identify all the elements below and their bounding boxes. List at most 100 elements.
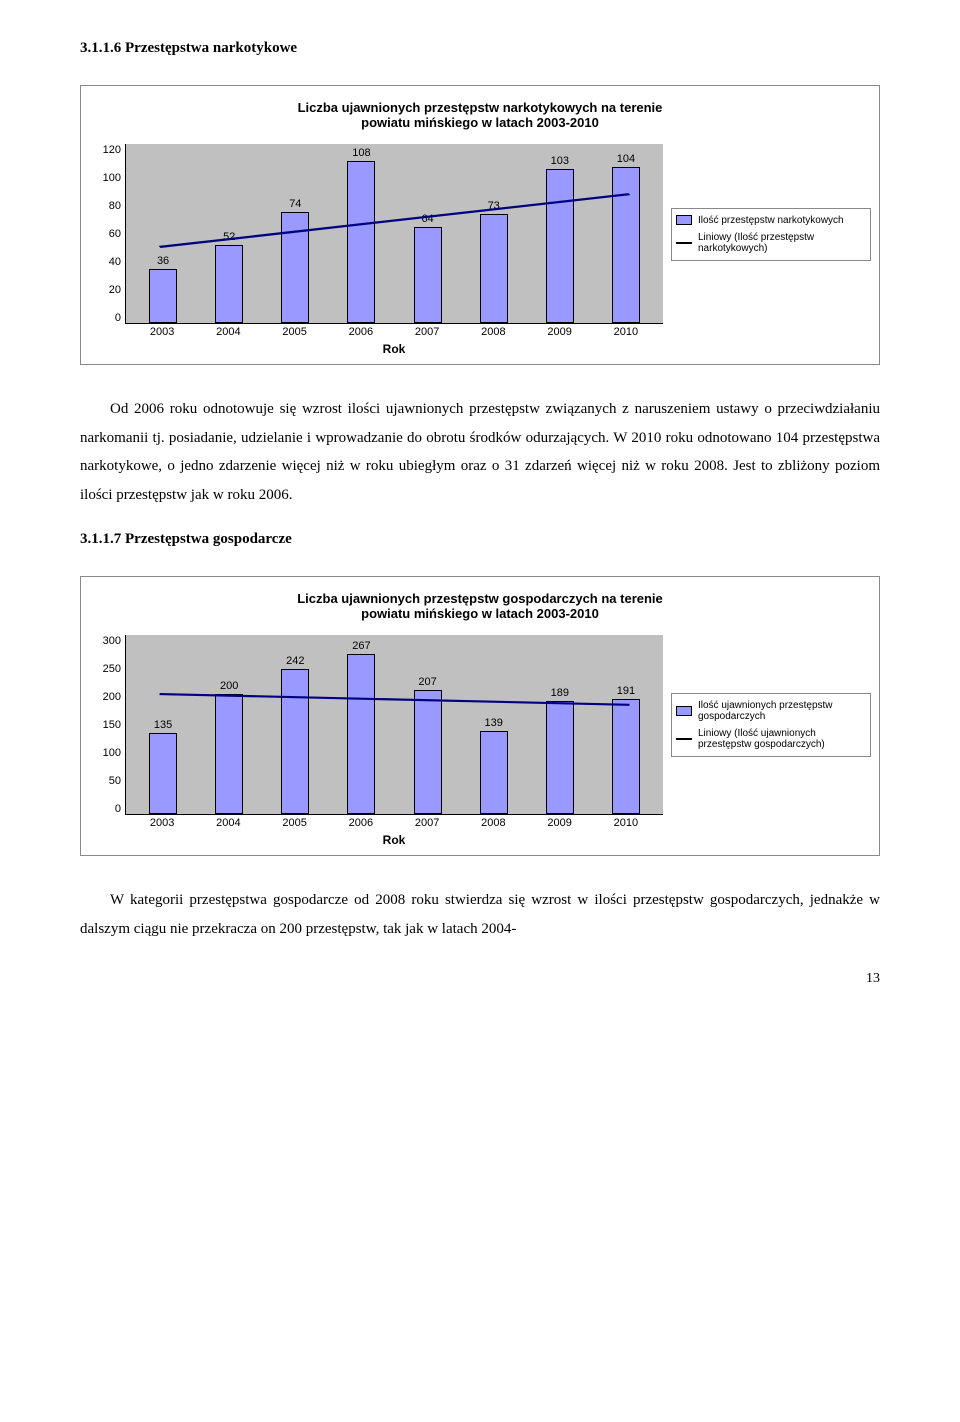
chart1-bar-value: 64 (421, 213, 433, 225)
chart1-title-line2: powiatu mińskiego w latach 2003-2010 (89, 115, 871, 130)
chart2-bar-value: 242 (286, 655, 304, 667)
chart1-plot: 36 52 74 108 64 73 103 104 (125, 144, 663, 324)
chart1-y-axis: 120 100 80 60 40 20 0 (89, 144, 125, 324)
chart2-x-axis: 20032004200520062007200820092010 (125, 815, 663, 829)
chart2-x-label: Rok (125, 833, 663, 847)
chart1-legend-swatch (676, 215, 692, 225)
chart1-ytick: 40 (109, 256, 121, 268)
chart2-ytick: 50 (109, 775, 121, 787)
chart2-legend-line (676, 738, 692, 740)
chart2-legend-series: Ilość ujawnionych przestępstw gospodarcz… (698, 700, 866, 722)
chart1-bar-value: 52 (223, 231, 235, 243)
chart1-bar-group: 108 (328, 147, 394, 323)
chart2-bar (480, 731, 508, 814)
chart2-xtick: 2010 (593, 817, 659, 829)
chart2-bar-group: 207 (395, 676, 461, 814)
chart2-y-axis: 300250200150100500 (89, 635, 125, 815)
page-number: 13 (80, 971, 880, 987)
chart1-xtick: 2007 (394, 326, 460, 338)
chart1-bar-value: 73 (488, 200, 500, 212)
chart2-ytick: 300 (103, 635, 121, 647)
chart2-ytick: 250 (103, 663, 121, 675)
chart1-bar-group: 103 (527, 155, 593, 324)
chart1-bar (546, 169, 574, 324)
chart1-xtick: 2003 (129, 326, 195, 338)
chart1-x-label: Rok (125, 342, 663, 356)
chart2-xtick: 2003 (129, 817, 195, 829)
chart2-title: Liczba ujawnionych przestępstw gospodarc… (89, 591, 871, 621)
chart1-bar (414, 227, 442, 323)
chart2-bar (347, 654, 375, 814)
chart1-title-line1: Liczba ujawnionych przestępstw narkotyko… (298, 100, 663, 115)
chart2-xtick: 2007 (394, 817, 460, 829)
chart1-title: Liczba ujawnionych przestępstw narkotyko… (89, 100, 871, 130)
section-heading-2: 3.1.1.7 Przestępstwa gospodarcze (80, 531, 880, 548)
chart1-xtick: 2010 (593, 326, 659, 338)
chart1-ytick: 0 (115, 312, 121, 324)
chart1-bar (480, 214, 508, 324)
chart2-ytick: 200 (103, 691, 121, 703)
chart1-bar-group: 73 (461, 200, 527, 324)
chart1-bar-group: 74 (262, 198, 328, 323)
chart-economic: Liczba ujawnionych przestępstw gospodarc… (80, 576, 880, 856)
chart2-bar-value: 189 (551, 687, 569, 699)
chart1-x-axis: 20032004200520062007200820092010 (125, 324, 663, 338)
chart1-bar (149, 269, 177, 323)
chart1-bar-value: 36 (157, 255, 169, 267)
chart2-plot: 135 200 242 267 207 139 189 191 (125, 635, 663, 815)
chart1-ytick: 60 (109, 228, 121, 240)
chart1-bar-group: 52 (196, 231, 262, 323)
chart2-bar (414, 690, 442, 814)
chart2-bar-value: 135 (154, 719, 172, 731)
chart2-bar (546, 701, 574, 814)
chart2-bar (612, 699, 640, 814)
chart1-xtick: 2008 (460, 326, 526, 338)
chart2-legend-swatch (676, 706, 692, 716)
chart2-bar-group: 267 (328, 640, 394, 814)
chart1-bar (215, 245, 243, 323)
chart1-bar-group: 104 (593, 153, 659, 323)
chart2-bar-value: 207 (418, 676, 436, 688)
paragraph-1: Od 2006 roku odnotowuje się wzrost ilośc… (80, 395, 880, 509)
chart1-bar-value: 108 (352, 147, 370, 159)
chart1-bar-value: 103 (551, 155, 569, 167)
chart1-bar (347, 161, 375, 323)
chart2-bar (281, 669, 309, 814)
chart2-xtick: 2008 (460, 817, 526, 829)
chart2-bar-value: 139 (485, 717, 503, 729)
chart2-bar-group: 242 (262, 655, 328, 814)
chart1-bar-group: 36 (130, 255, 196, 323)
chart1-ytick: 80 (109, 200, 121, 212)
chart2-bar-group: 189 (527, 687, 593, 814)
chart1-xtick: 2009 (527, 326, 593, 338)
chart2-bar-group: 191 (593, 685, 659, 814)
chart-narcotics: Liczba ujawnionych przestępstw narkotyko… (80, 85, 880, 365)
paragraph-2: W kategorii przestępstwa gospodarcze od … (80, 886, 880, 943)
chart2-bar-group: 135 (130, 719, 196, 814)
chart1-legend-series: Ilość przestępstw narkotykowych (698, 215, 844, 226)
chart2-xtick: 2004 (195, 817, 261, 829)
chart1-xtick: 2005 (262, 326, 328, 338)
chart2-title-line2: powiatu mińskiego w latach 2003-2010 (89, 606, 871, 621)
section-heading-1: 3.1.1.6 Przestępstwa narkotykowe (80, 40, 880, 57)
chart1-legend: Ilość przestępstw narkotykowych Liniowy … (671, 208, 871, 261)
chart2-bar-value: 191 (617, 685, 635, 697)
chart1-ytick: 20 (109, 284, 121, 296)
chart2-ytick: 0 (115, 803, 121, 815)
chart2-legend-trend: Liniowy (Ilość ujawnionych przestępstw g… (698, 728, 866, 750)
chart2-bar-value: 200 (220, 680, 238, 692)
chart1-ytick: 120 (103, 144, 121, 156)
chart2-legend: Ilość ujawnionych przestępstw gospodarcz… (671, 693, 871, 757)
chart2-bar-group: 200 (196, 680, 262, 814)
chart2-xtick: 2005 (262, 817, 328, 829)
chart1-ytick: 100 (103, 172, 121, 184)
chart2-xtick: 2006 (328, 817, 394, 829)
chart2-xtick: 2009 (527, 817, 593, 829)
chart2-ytick: 100 (103, 747, 121, 759)
chart1-xtick: 2006 (328, 326, 394, 338)
chart2-bar (149, 733, 177, 814)
chart2-bar (215, 694, 243, 814)
chart1-bar-group: 64 (395, 213, 461, 323)
chart2-title-line1: Liczba ujawnionych przestępstw gospodarc… (297, 591, 663, 606)
chart1-legend-trend: Liniowy (Ilość przestępstw narkotykowych… (698, 232, 866, 254)
